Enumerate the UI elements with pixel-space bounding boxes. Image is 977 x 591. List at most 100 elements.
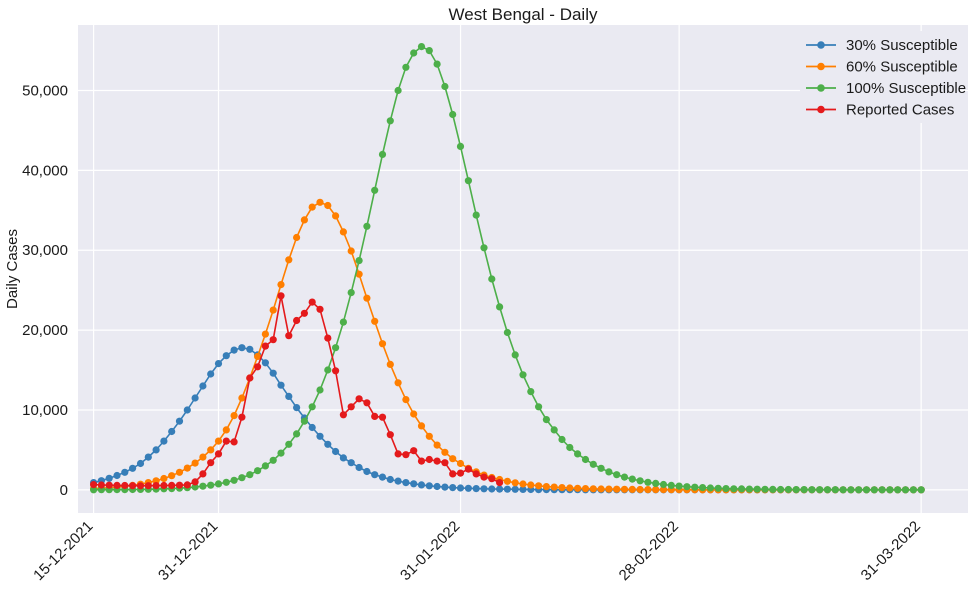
data-point (417, 422, 426, 430)
data-point (652, 479, 660, 487)
data-point (207, 370, 215, 378)
data-point (581, 485, 590, 493)
data-point (277, 292, 285, 300)
data-point (371, 186, 379, 194)
data-point (862, 486, 871, 494)
data-point (464, 465, 472, 473)
data-point (175, 417, 184, 425)
data-point (386, 117, 394, 125)
data-point (449, 470, 457, 478)
data-point (316, 386, 324, 394)
data-point (394, 477, 402, 485)
legend-marker (817, 84, 825, 92)
data-point (332, 212, 340, 220)
data-point (402, 479, 410, 487)
data-point (597, 485, 605, 493)
data-point (199, 470, 207, 478)
data-point (308, 403, 316, 411)
data-point (433, 60, 441, 68)
data-point (347, 247, 355, 255)
data-point (542, 483, 551, 491)
data-point (254, 363, 262, 371)
data-point (503, 477, 511, 485)
data-point (214, 480, 223, 488)
data-point (691, 483, 699, 491)
legend-box (800, 31, 960, 123)
data-point (410, 480, 418, 488)
series-100-susceptible (90, 43, 925, 494)
data-point (293, 430, 301, 438)
data-point (566, 443, 574, 452)
data-point (870, 486, 878, 494)
data-point (784, 485, 793, 494)
data-point (753, 485, 761, 493)
data-point (261, 462, 269, 470)
data-point (121, 468, 129, 476)
data-point (293, 404, 301, 412)
data-point (378, 150, 387, 158)
data-point (285, 440, 293, 448)
data-point (347, 289, 355, 297)
data-point (831, 486, 839, 494)
y-tick-label: 50,000 (22, 82, 68, 99)
data-point (644, 486, 652, 494)
data-point (339, 454, 347, 462)
data-point (113, 481, 121, 489)
data-point (199, 453, 207, 461)
data-point (449, 110, 457, 119)
data-point (160, 481, 168, 490)
data-point (332, 344, 340, 352)
data-point (620, 485, 629, 493)
data-point (355, 395, 363, 403)
data-point (417, 43, 426, 51)
data-point (464, 484, 472, 492)
data-point (363, 222, 371, 230)
data-point (394, 450, 402, 458)
data-point (144, 482, 152, 490)
data-point (410, 49, 418, 57)
data-point (316, 305, 324, 313)
data-point (324, 334, 332, 342)
data-point (316, 432, 324, 440)
legend-label: 60% Susceptible (846, 59, 958, 76)
series-layer (90, 43, 925, 494)
data-point (90, 481, 98, 489)
data-point (441, 448, 449, 456)
data-point (425, 432, 433, 440)
data-point (683, 483, 691, 491)
data-point (441, 82, 449, 91)
data-point (605, 468, 613, 476)
data-point (417, 457, 426, 465)
data-point (488, 485, 496, 493)
data-point (378, 413, 387, 421)
data-point (425, 455, 433, 464)
data-point (402, 63, 410, 71)
data-point (769, 485, 777, 493)
data-point (550, 426, 558, 434)
data-point (496, 485, 504, 493)
data-point (277, 381, 285, 389)
data-point (511, 479, 519, 487)
legend-marker (817, 62, 825, 71)
data-point (300, 216, 308, 224)
data-point (254, 467, 262, 475)
data-point (285, 256, 293, 264)
data-point (659, 480, 668, 489)
data-point (730, 485, 738, 493)
data-point (113, 471, 121, 480)
data-point (613, 471, 621, 479)
data-point (277, 449, 285, 457)
data-point (535, 403, 543, 411)
data-point (527, 481, 535, 489)
data-point (191, 394, 199, 402)
data-point (269, 369, 277, 377)
data-point (738, 485, 746, 493)
data-point (519, 485, 527, 493)
data-point (808, 486, 816, 494)
data-point (261, 359, 269, 367)
data-point (277, 281, 285, 289)
data-point (386, 431, 394, 439)
data-point (511, 351, 519, 359)
y-tick-label: 20,000 (22, 322, 68, 339)
data-point (589, 485, 597, 493)
